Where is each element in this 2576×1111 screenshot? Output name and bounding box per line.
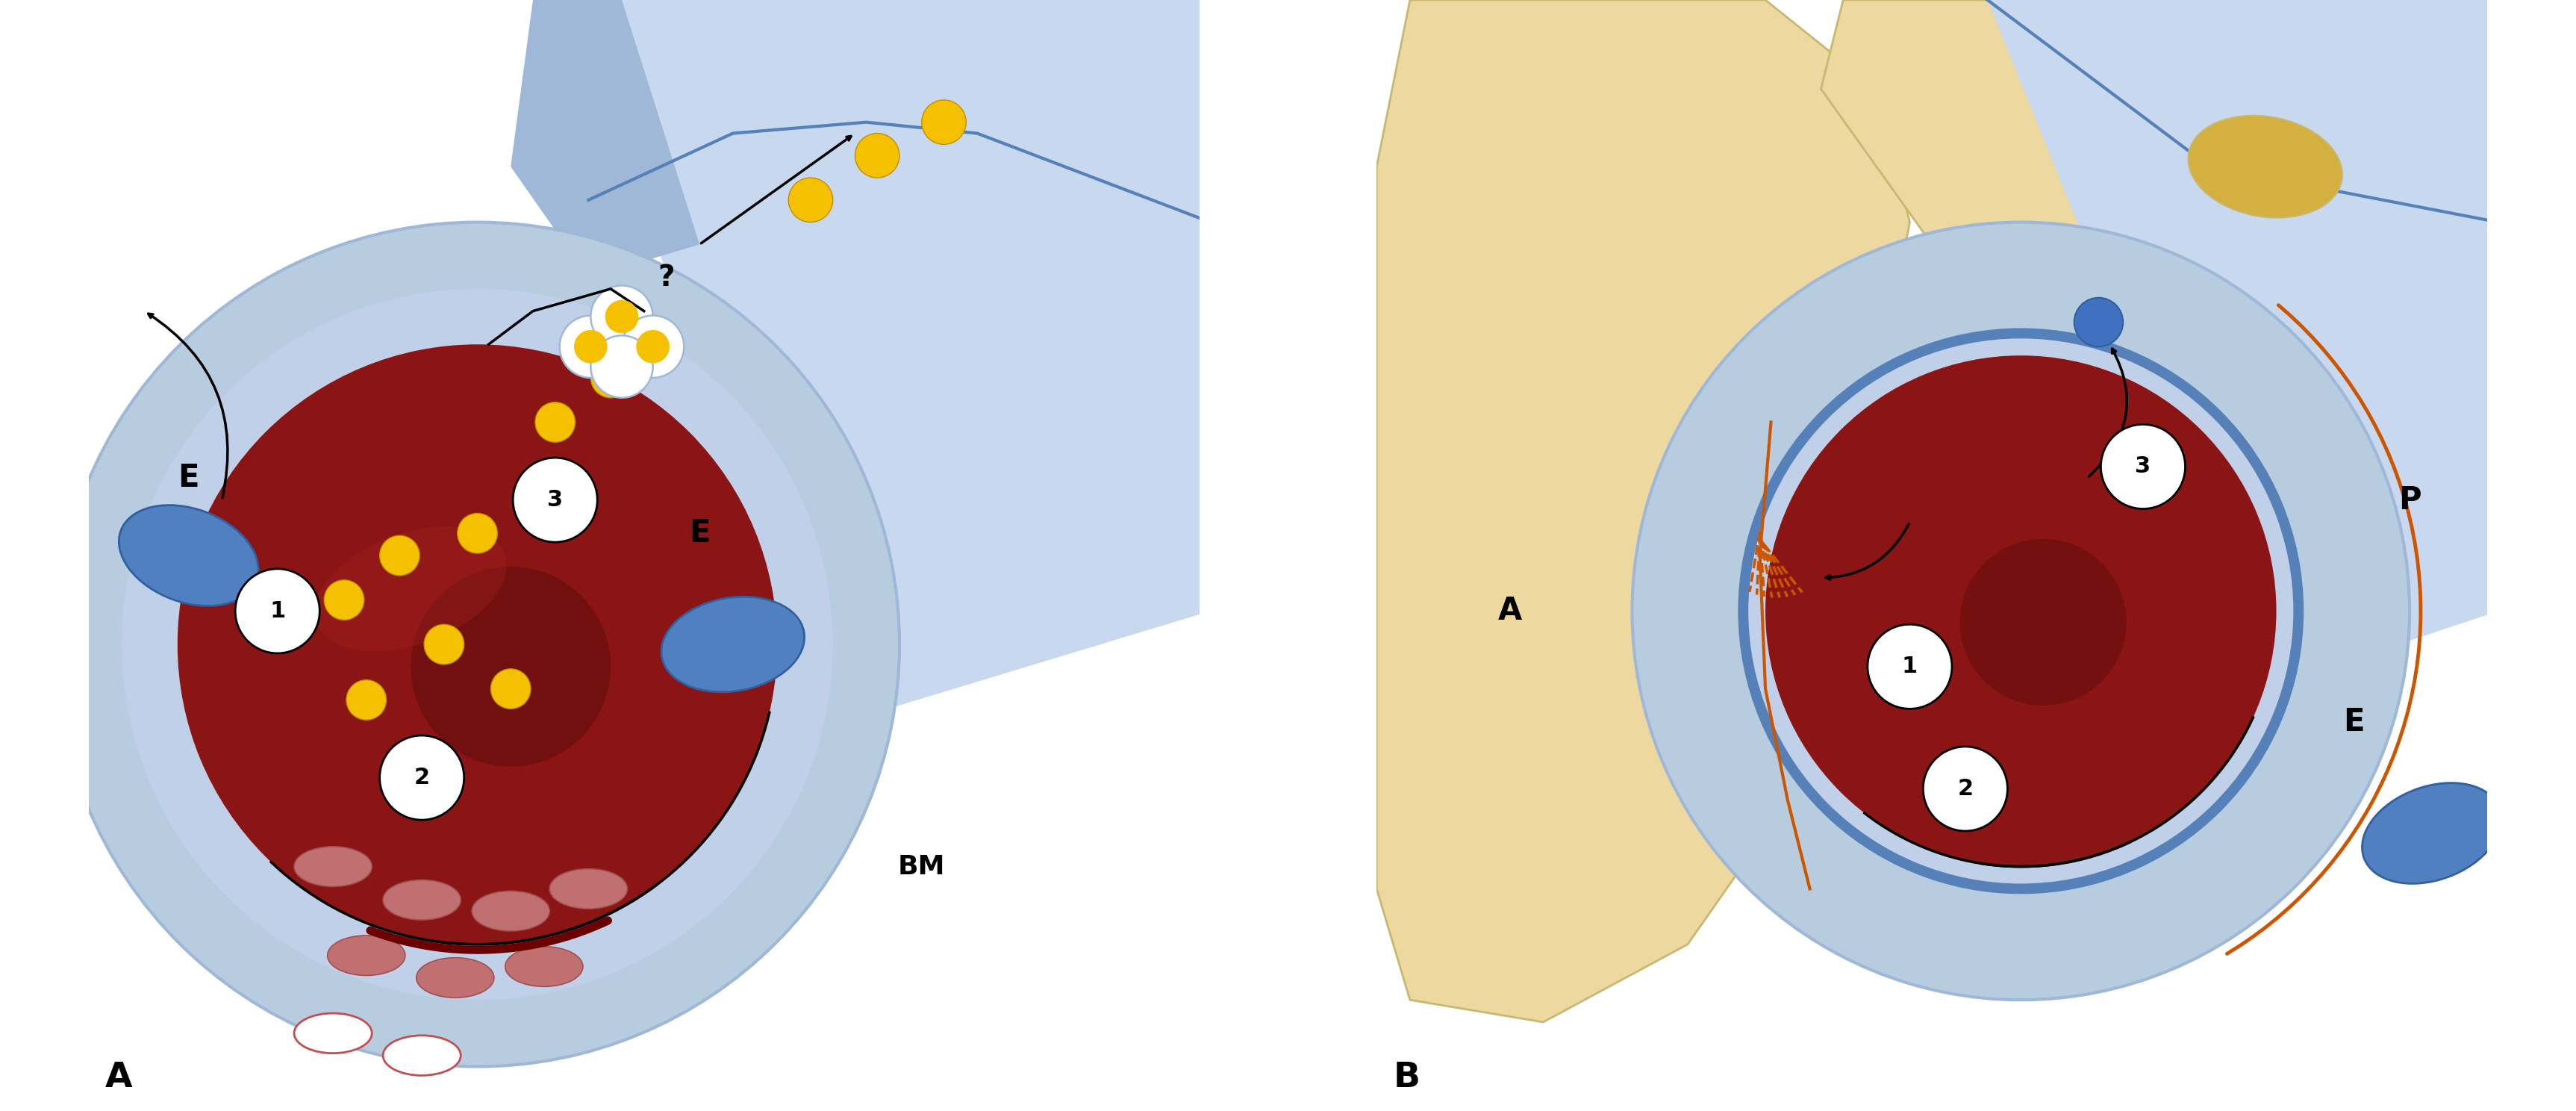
Circle shape xyxy=(402,735,443,775)
Circle shape xyxy=(559,316,621,378)
Ellipse shape xyxy=(294,847,371,887)
Text: A: A xyxy=(1497,595,1522,627)
Ellipse shape xyxy=(118,506,258,605)
Ellipse shape xyxy=(2187,116,2342,218)
Circle shape xyxy=(590,286,652,348)
Circle shape xyxy=(1633,222,2409,1000)
Ellipse shape xyxy=(505,947,582,987)
Ellipse shape xyxy=(549,869,629,909)
Circle shape xyxy=(425,624,464,664)
Text: BM: BM xyxy=(899,854,945,879)
Circle shape xyxy=(513,458,598,542)
Circle shape xyxy=(636,330,670,363)
Circle shape xyxy=(410,567,611,767)
Ellipse shape xyxy=(662,597,804,692)
Circle shape xyxy=(922,100,966,144)
Circle shape xyxy=(325,580,363,620)
Ellipse shape xyxy=(384,1035,461,1075)
Circle shape xyxy=(379,735,464,820)
Circle shape xyxy=(459,513,497,553)
Circle shape xyxy=(1868,624,1953,709)
Circle shape xyxy=(574,330,608,363)
Circle shape xyxy=(1765,356,2277,867)
Text: 1: 1 xyxy=(270,600,286,622)
Circle shape xyxy=(234,569,319,653)
Circle shape xyxy=(345,680,386,720)
Circle shape xyxy=(1924,747,2007,831)
Polygon shape xyxy=(1821,0,2177,278)
Text: 2: 2 xyxy=(1958,778,1973,800)
Polygon shape xyxy=(556,0,1211,722)
Text: 2: 2 xyxy=(415,767,430,789)
Text: 3: 3 xyxy=(2136,456,2151,478)
Text: ?: ? xyxy=(657,263,675,292)
Circle shape xyxy=(855,133,899,178)
Circle shape xyxy=(788,178,832,222)
Circle shape xyxy=(1960,539,2125,705)
Polygon shape xyxy=(1989,0,2499,689)
Circle shape xyxy=(121,289,832,1000)
Circle shape xyxy=(590,336,652,398)
Circle shape xyxy=(1744,333,2298,889)
Circle shape xyxy=(2074,298,2123,347)
Text: A: A xyxy=(106,1061,131,1094)
Ellipse shape xyxy=(294,1013,371,1053)
Ellipse shape xyxy=(471,891,549,931)
Ellipse shape xyxy=(314,527,507,651)
Circle shape xyxy=(54,222,899,1067)
Text: E: E xyxy=(178,462,198,493)
Polygon shape xyxy=(510,0,701,278)
Text: B: B xyxy=(1394,1061,1419,1094)
Ellipse shape xyxy=(2362,783,2501,883)
Circle shape xyxy=(489,669,531,709)
Ellipse shape xyxy=(327,935,404,975)
Circle shape xyxy=(379,536,420,575)
Text: E: E xyxy=(688,518,711,549)
Circle shape xyxy=(590,358,631,398)
Circle shape xyxy=(621,316,685,378)
Ellipse shape xyxy=(384,880,461,920)
Text: E: E xyxy=(2344,707,2365,738)
Circle shape xyxy=(536,402,574,442)
Ellipse shape xyxy=(417,958,495,998)
Circle shape xyxy=(2102,424,2184,509)
Text: 3: 3 xyxy=(546,489,564,511)
Circle shape xyxy=(605,300,639,333)
Text: 1: 1 xyxy=(1901,655,1917,678)
Circle shape xyxy=(178,344,778,944)
Polygon shape xyxy=(1376,0,1909,1022)
Text: P: P xyxy=(2398,484,2421,516)
